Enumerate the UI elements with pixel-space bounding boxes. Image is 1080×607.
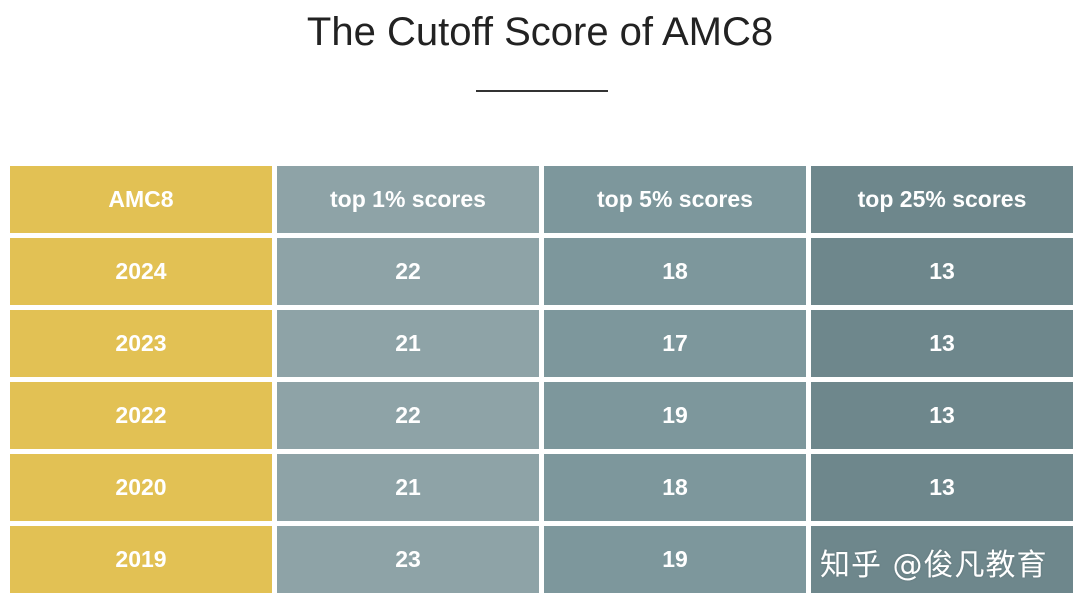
score-cell-top5-column: 18 — [544, 238, 806, 305]
header-cell-top5-column: top 5% scores — [544, 166, 806, 233]
score-cell-top1-column: 22 — [277, 382, 539, 449]
score-cell-top1-column: 22 — [277, 238, 539, 305]
score-cell-top25-column: 13 — [811, 454, 1073, 521]
title-underline — [476, 90, 608, 92]
header-cell-top25-column: top 25% scores — [811, 166, 1073, 233]
year-cell: 2019 — [10, 526, 272, 593]
page-title: The Cutoff Score of AMC8 — [306, 10, 774, 54]
score-cell-top5-column: 18 — [544, 454, 806, 521]
score-cell-top1-column: 23 — [277, 526, 539, 593]
header-cell-label-column: AMC8 — [10, 166, 272, 233]
score-cell-top5-column: 17 — [544, 310, 806, 377]
score-cell-top1-column: 21 — [277, 310, 539, 377]
year-cell: 2023 — [10, 310, 272, 377]
score-cell-top5-column: 19 — [544, 382, 806, 449]
year-cell: 2020 — [10, 454, 272, 521]
header-cell-top1-column: top 1% scores — [277, 166, 539, 233]
watermark: 知乎 @俊凡教育 — [820, 548, 1048, 583]
score-cell-top25-column — [811, 526, 1073, 593]
year-cell: 2022 — [10, 382, 272, 449]
score-cell-top1-column: 21 — [277, 454, 539, 521]
year-cell: 2024 — [10, 238, 272, 305]
score-cell-top25-column: 13 — [811, 310, 1073, 377]
score-cell-top25-column: 13 — [811, 238, 1073, 305]
cutoff-score-table: AMC8 top 1% scores top 5% scores top 25% sc… — [10, 166, 1073, 593]
score-cell-top5-column: 19 — [544, 526, 806, 593]
score-cell-top25-column: 13 — [811, 382, 1073, 449]
